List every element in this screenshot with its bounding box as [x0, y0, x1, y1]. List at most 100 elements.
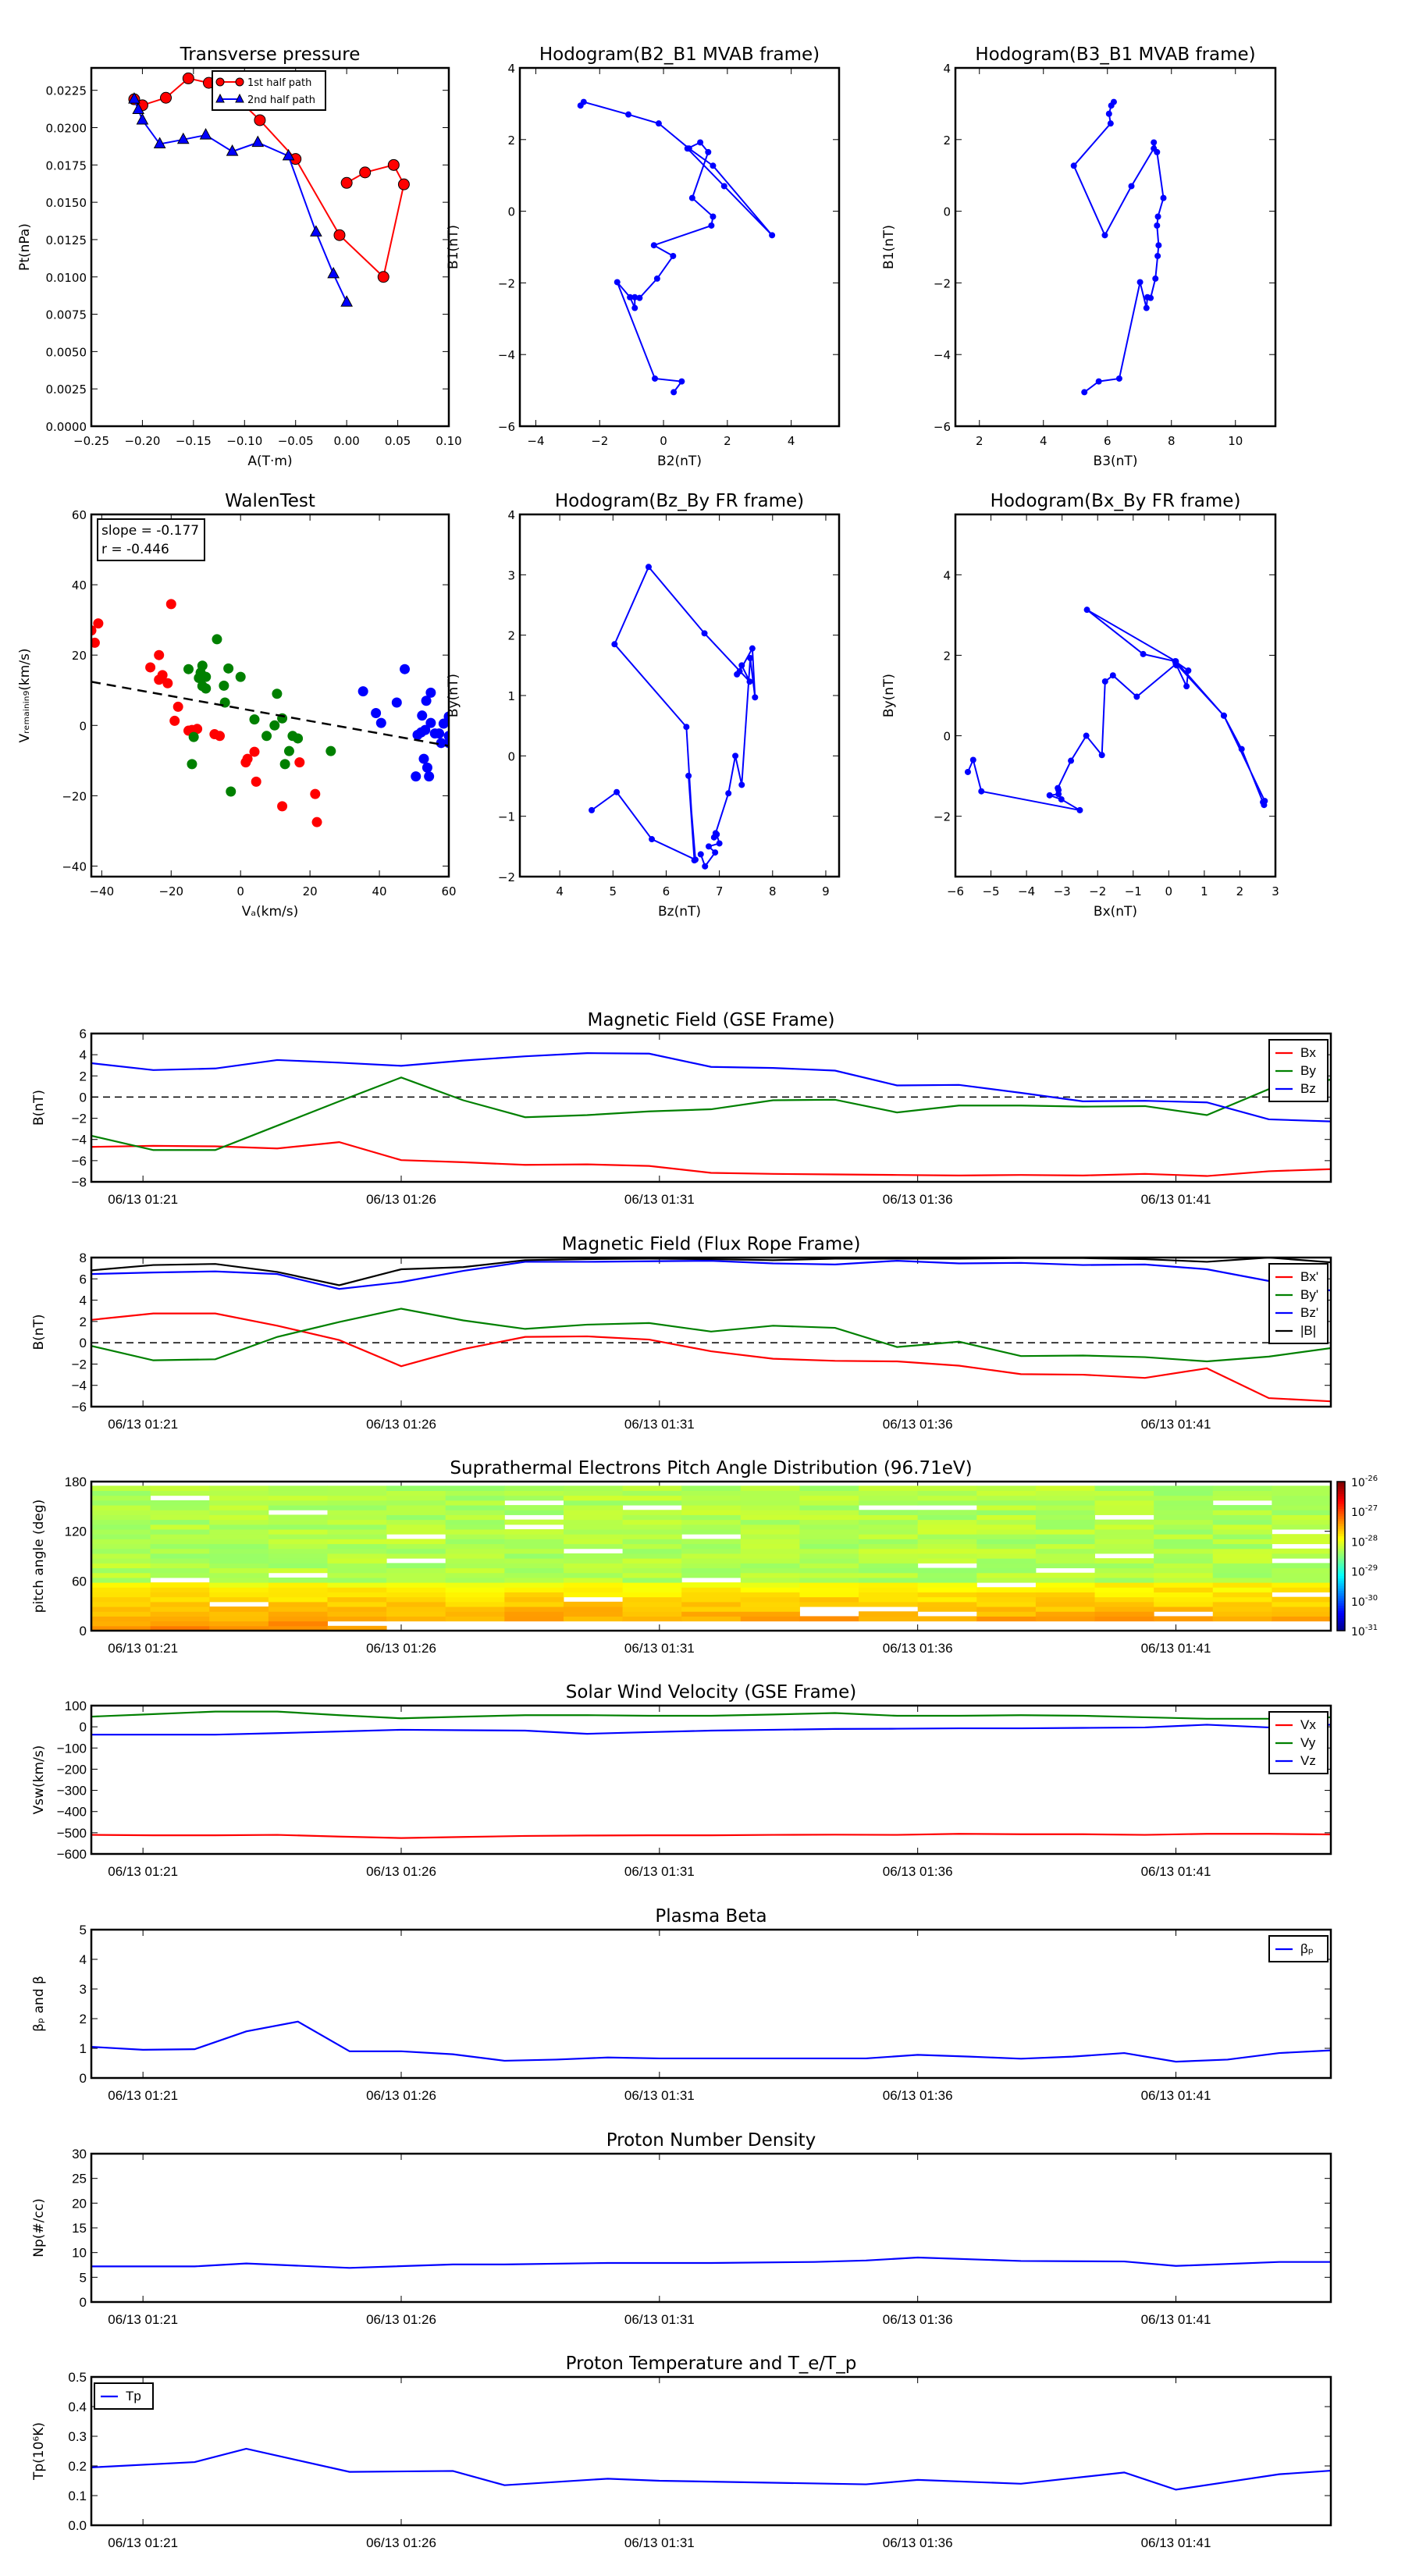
heatmap-cell: [1035, 1601, 1096, 1607]
heatmap-cell: [917, 1596, 977, 1603]
series-line-by: [91, 1308, 1331, 1363]
heatmap-cell: [681, 1529, 742, 1535]
plot-area: [91, 599, 449, 827]
y-tick-label: −2: [72, 1112, 87, 1126]
heatmap-cell: [150, 1616, 210, 1622]
heatmap-cell: [622, 1500, 682, 1506]
plot-area: [1070, 98, 1167, 396]
data-point: [1105, 110, 1112, 117]
colorbar-segment: [1337, 1581, 1345, 1585]
colorbar-segment: [1337, 1524, 1345, 1527]
heatmap-cell: [150, 1539, 210, 1545]
heatmap-cell: [1094, 1510, 1154, 1515]
heatmap-cell: [799, 1567, 859, 1574]
heatmap-cell: [445, 1548, 505, 1554]
chart-title: Plasma Beta: [655, 1906, 767, 1927]
heatmap-cell: [209, 1563, 269, 1569]
legend-label: By: [1300, 1063, 1316, 1078]
x-tick-label: −0.25: [73, 434, 109, 448]
data-point: [747, 655, 754, 662]
heatmap-cell: [327, 1505, 387, 1510]
data-point: [1220, 712, 1227, 719]
heatmap-cell: [976, 1611, 1037, 1617]
heatmap-cell: [386, 1601, 446, 1607]
heatmap-cell: [209, 1616, 269, 1622]
data-point: [1143, 304, 1150, 311]
heatmap-cell: [150, 1529, 210, 1535]
heatmap-cell: [799, 1558, 859, 1564]
heatmap-cell: [504, 1606, 564, 1612]
heatmap-cell: [268, 1534, 328, 1539]
heatmap-cell: [327, 1616, 387, 1622]
colorbar-tick-label: 10-29: [1351, 1564, 1378, 1579]
colorbar-segment: [1337, 1558, 1345, 1562]
heatmap-cell: [327, 1611, 387, 1617]
data-point: [1128, 183, 1135, 190]
heatmap-cell: [1154, 1553, 1214, 1559]
heatmap-cell: [386, 1553, 446, 1559]
legend-marker: [235, 93, 244, 103]
heatmap-cell: [1094, 1505, 1154, 1510]
heatmap-cell: [681, 1606, 742, 1612]
data-point: [580, 98, 587, 105]
heatmap-cell: [1094, 1592, 1154, 1598]
heatmap-cell: [740, 1616, 800, 1622]
colorbar-segment: [1337, 1600, 1345, 1604]
heatmap-cell: [1212, 1510, 1272, 1515]
data-point: [333, 229, 346, 241]
heatmap-cell: [91, 1606, 151, 1612]
y-tick-label: 0: [943, 730, 951, 744]
heatmap-cell: [327, 1514, 387, 1521]
heatmap-cell: [386, 1485, 446, 1491]
data-point: [132, 102, 145, 115]
series-line: [133, 98, 348, 303]
heatmap-cell: [1035, 1553, 1096, 1559]
x-tick-label: 06/13 01:31: [624, 1641, 695, 1656]
scatter-point: [145, 662, 156, 673]
data-point: [153, 137, 166, 149]
data-point: [969, 756, 976, 763]
heatmap-cell: [91, 1587, 151, 1592]
heatmap-cell: [504, 1577, 564, 1583]
x-tick-label: 8: [769, 884, 777, 898]
heatmap-cell: [740, 1611, 800, 1617]
heatmap-cell: [681, 1572, 742, 1578]
x-tick-label: 06/13 01:41: [1141, 2535, 1211, 2550]
heatmap-cell: [445, 1485, 505, 1491]
heatmap-cell: [1212, 1539, 1272, 1545]
heatmap-cell: [1212, 1548, 1272, 1554]
heatmap-cell: [563, 1592, 624, 1598]
colorbar-segment: [1337, 1516, 1345, 1520]
y-tick-label: −4: [72, 1379, 87, 1393]
heatmap-cell: [917, 1606, 977, 1612]
data-point: [359, 166, 372, 179]
heatmap-cell: [386, 1510, 446, 1515]
heatmap-cell: [740, 1500, 800, 1506]
heatmap-cell: [1035, 1548, 1096, 1554]
y-tick-label: −2: [498, 276, 515, 290]
heatmap-cell: [1035, 1587, 1096, 1592]
heatmap-cell: [859, 1514, 919, 1521]
heatmap-cell: [91, 1514, 151, 1521]
heatmap-cell: [917, 1558, 977, 1564]
x-tick-label: −5: [982, 884, 999, 898]
heatmap-cell: [1094, 1490, 1154, 1496]
colorbar-segment: [1337, 1491, 1345, 1495]
x-tick-label: 5: [610, 884, 617, 898]
heatmap-cell: [740, 1596, 800, 1603]
x-tick-label: 06/13 01:36: [883, 2535, 953, 2550]
data-point: [701, 630, 708, 637]
heatmap-cell: [563, 1524, 624, 1530]
data-point: [691, 857, 698, 864]
heatmap-cell: [268, 1616, 328, 1622]
chart-title: Hodogram(B2_B1 MVAB frame): [539, 44, 820, 65]
data-point: [652, 375, 659, 382]
scatter-point: [424, 771, 435, 782]
x-tick-label: 06/13 01:21: [108, 2312, 178, 2327]
annotation-box: slope = -0.177 r = -0.446: [97, 518, 205, 561]
heatmap-cell: [681, 1524, 742, 1530]
heatmap-cell: [1154, 1534, 1214, 1539]
scatter-point: [251, 776, 261, 787]
heatmap-cell: [917, 1616, 977, 1622]
heatmap-cell: [799, 1524, 859, 1530]
